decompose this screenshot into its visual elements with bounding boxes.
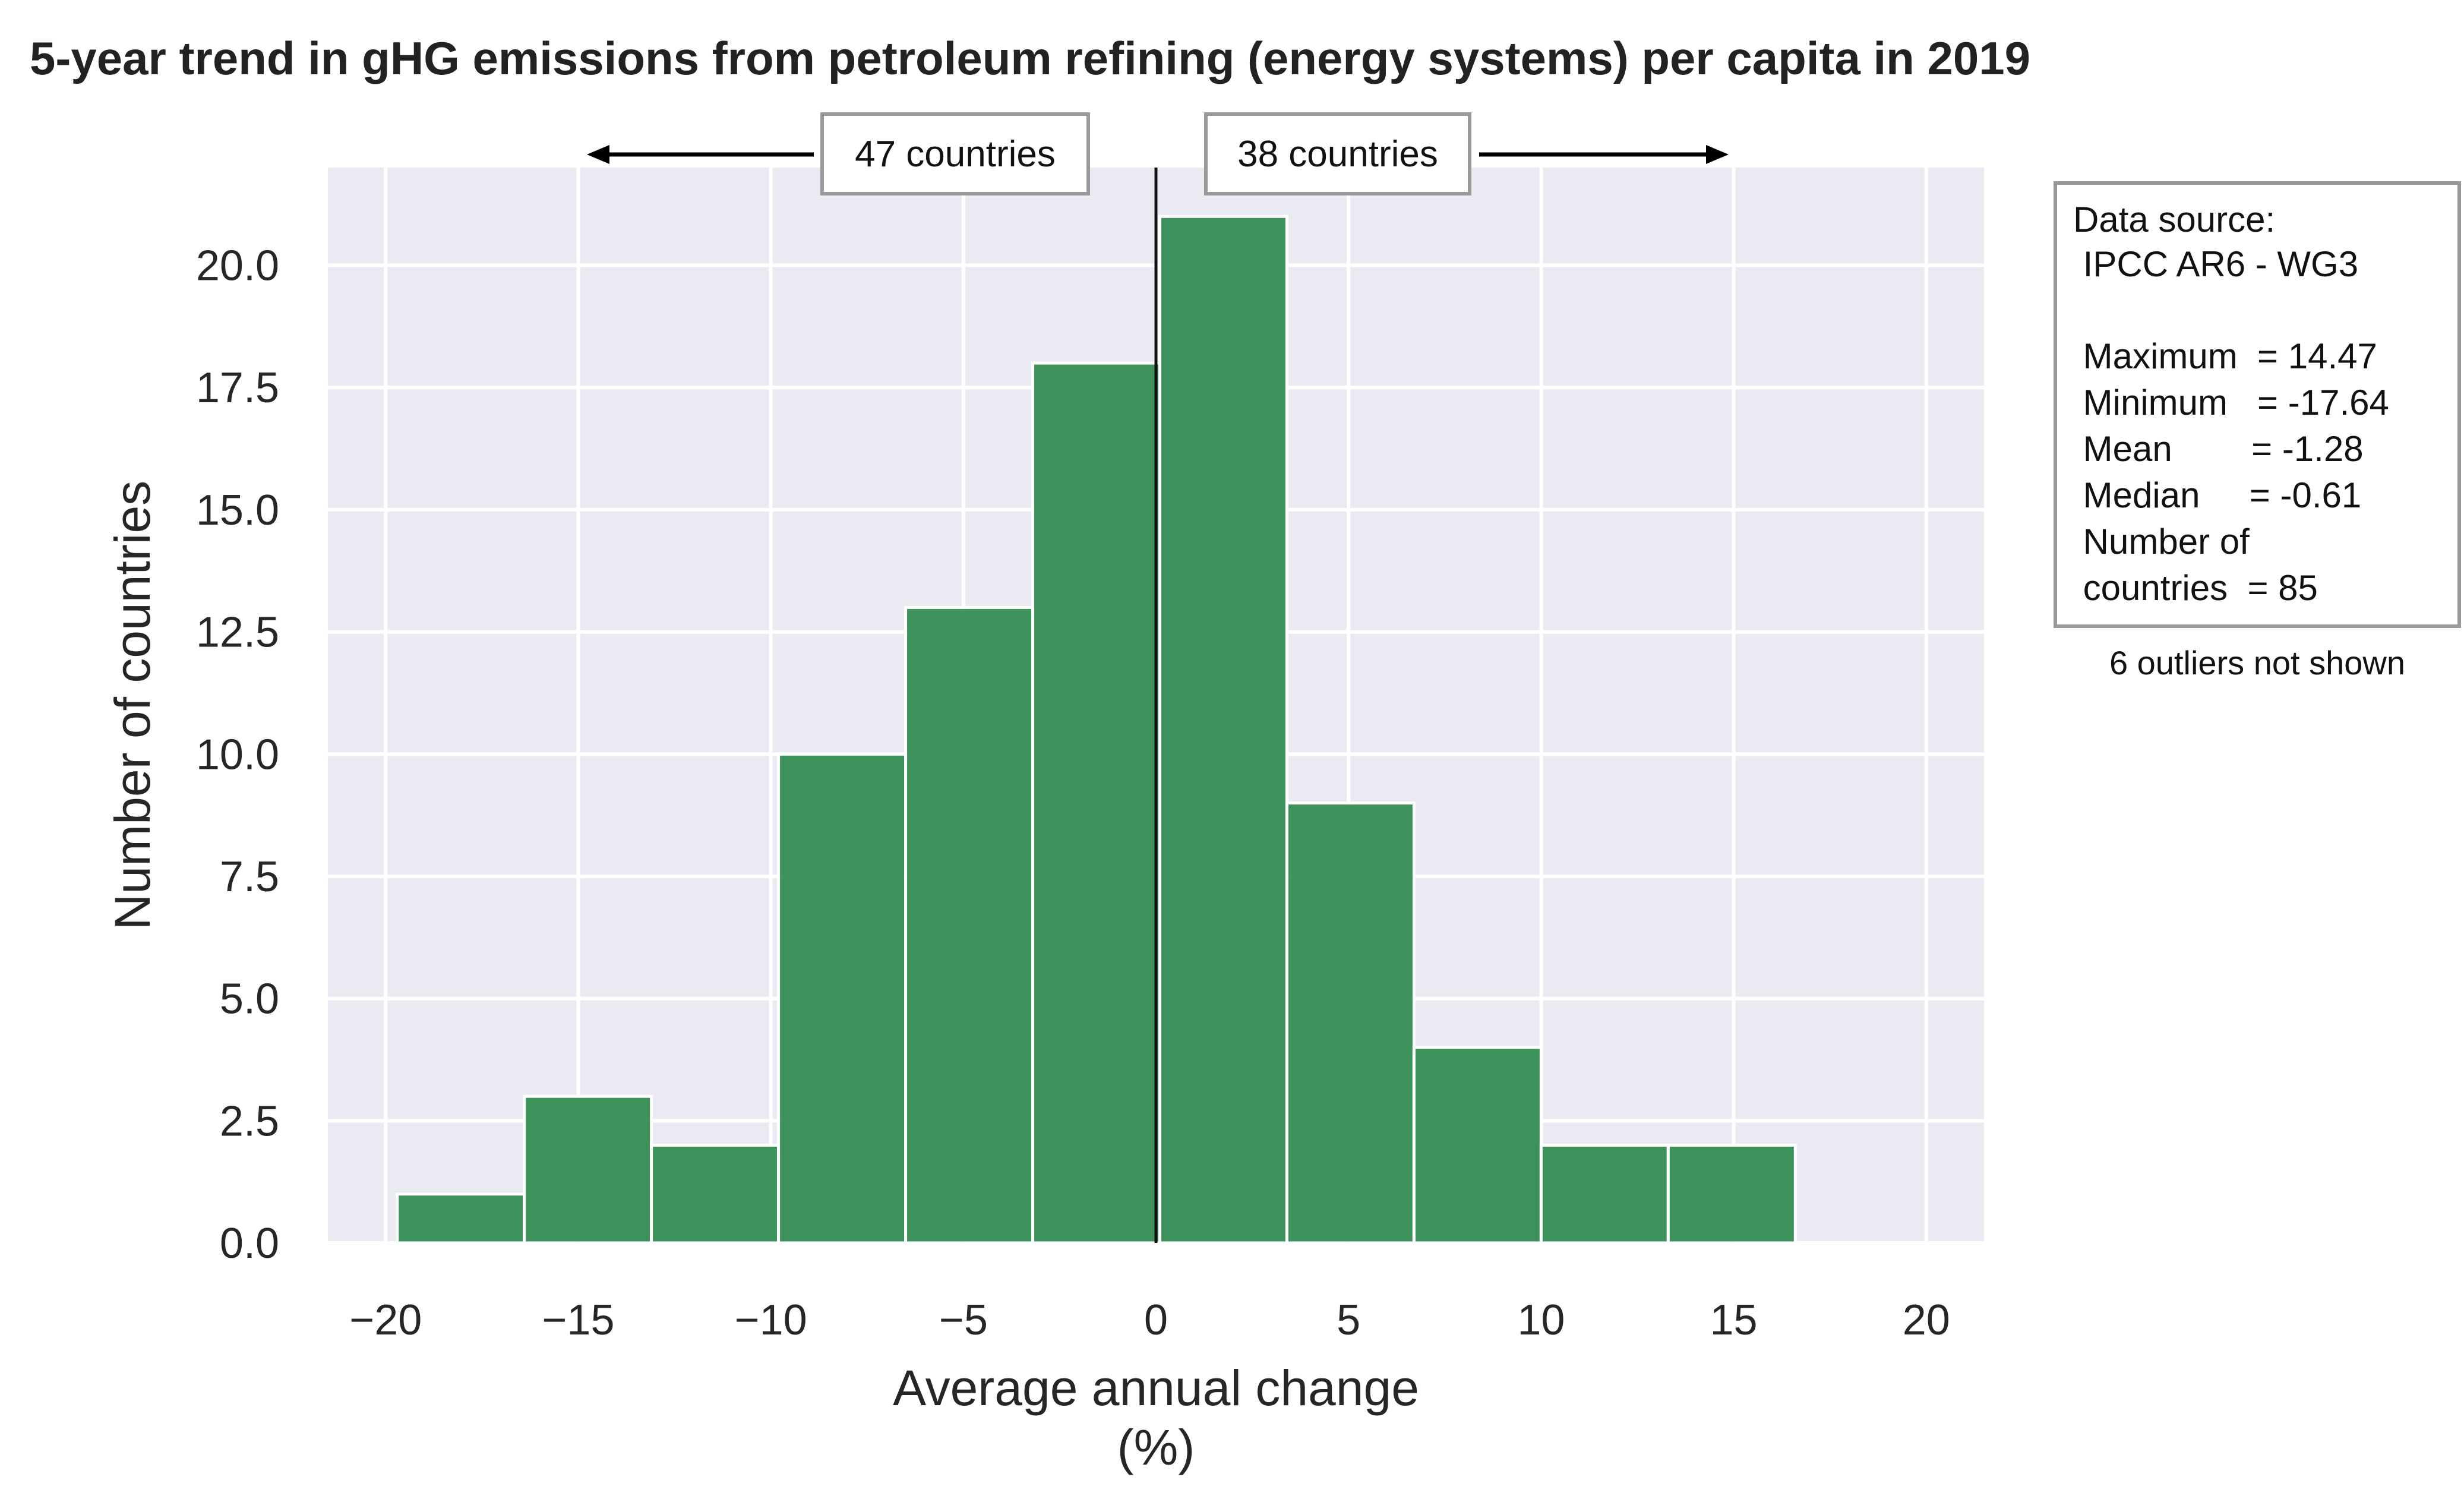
x-tick-label: −20 bbox=[349, 1296, 422, 1344]
statistics-box-frame bbox=[2054, 181, 2461, 628]
y-tick-label: 15.0 bbox=[196, 487, 279, 534]
x-tick-label: 10 bbox=[1517, 1296, 1565, 1344]
right-count-annotation: 38 countries bbox=[1204, 112, 1729, 195]
x-axis-unit: (%) bbox=[1117, 1419, 1195, 1475]
statistics-box: Data source: IPCC AR6 - WG3 Maximum = 14… bbox=[2054, 181, 2461, 628]
histogram-bar bbox=[1666, 1143, 1797, 1245]
chart-title: 5-year trend in gHG emissions from petro… bbox=[30, 32, 2030, 84]
histogram-bar bbox=[396, 1192, 526, 1245]
histogram-bar bbox=[1158, 214, 1288, 1245]
y-tick-label: 0.0 bbox=[220, 1220, 279, 1267]
histogram-bar bbox=[1031, 361, 1161, 1245]
y-tick-label: 5.0 bbox=[220, 976, 279, 1023]
y-axis-label: Number of countries bbox=[105, 481, 160, 930]
y-tick-label: 20.0 bbox=[196, 242, 279, 290]
right-count-box bbox=[1204, 112, 1471, 195]
x-tick-label: −15 bbox=[542, 1296, 614, 1344]
x-tick-labels: −20 −15 −10 −5 0 5 10 15 20 bbox=[349, 1296, 1950, 1344]
left-count-annotation: 47 countries bbox=[587, 112, 1090, 195]
histogram-bar bbox=[1412, 1046, 1543, 1245]
data-source-label: Data source: bbox=[2073, 200, 2275, 239]
minimum-stat: Minimum = -17.64 bbox=[2073, 383, 2389, 422]
histogram-bar bbox=[777, 752, 908, 1245]
y-tick-labels: 0.0 2.5 5.0 7.5 10.0 12.5 15.0 17.5 20.0 bbox=[196, 242, 279, 1267]
histogram-bar bbox=[904, 605, 1035, 1245]
median-stat: Median = -0.61 bbox=[2073, 475, 2361, 515]
x-tick-label: −10 bbox=[735, 1296, 807, 1344]
x-tick-label: 0 bbox=[1144, 1296, 1168, 1344]
country-count-stat-line1: Number of bbox=[2073, 522, 2250, 561]
x-tick-label: 15 bbox=[1710, 1296, 1758, 1344]
histogram-bar bbox=[523, 1094, 653, 1245]
histogram-bar bbox=[650, 1143, 781, 1245]
left-count-label: 47 countries bbox=[855, 134, 1056, 175]
x-tick-label: 20 bbox=[1903, 1296, 1950, 1344]
histogram-bars bbox=[396, 214, 1797, 1245]
y-tick-label: 17.5 bbox=[196, 364, 279, 412]
x-tick-label: −5 bbox=[939, 1296, 988, 1344]
data-source-value: IPCC AR6 - WG3 bbox=[2073, 244, 2358, 284]
left-arrow-head bbox=[587, 145, 609, 164]
x-tick-label: 5 bbox=[1337, 1296, 1360, 1344]
right-count-label: 38 countries bbox=[1237, 134, 1438, 175]
mean-stat: Mean = -1.28 bbox=[2073, 429, 2364, 469]
right-arrow-head bbox=[1706, 145, 1729, 164]
y-tick-label: 7.5 bbox=[220, 853, 279, 901]
y-tick-label: 12.5 bbox=[196, 609, 279, 657]
x-axis-label: Average annual change bbox=[893, 1360, 1419, 1416]
histogram-bar bbox=[1539, 1143, 1670, 1245]
histogram-bar bbox=[1285, 802, 1416, 1245]
left-count-box bbox=[820, 112, 1090, 195]
y-tick-label: 2.5 bbox=[220, 1097, 279, 1145]
y-tick-label: 10.0 bbox=[196, 731, 279, 778]
country-count-stat-line2: countries = 85 bbox=[2073, 568, 2318, 608]
maximum-stat: Maximum = 14.47 bbox=[2073, 336, 2377, 376]
outliers-note: 6 outliers not shown bbox=[2109, 644, 2405, 681]
